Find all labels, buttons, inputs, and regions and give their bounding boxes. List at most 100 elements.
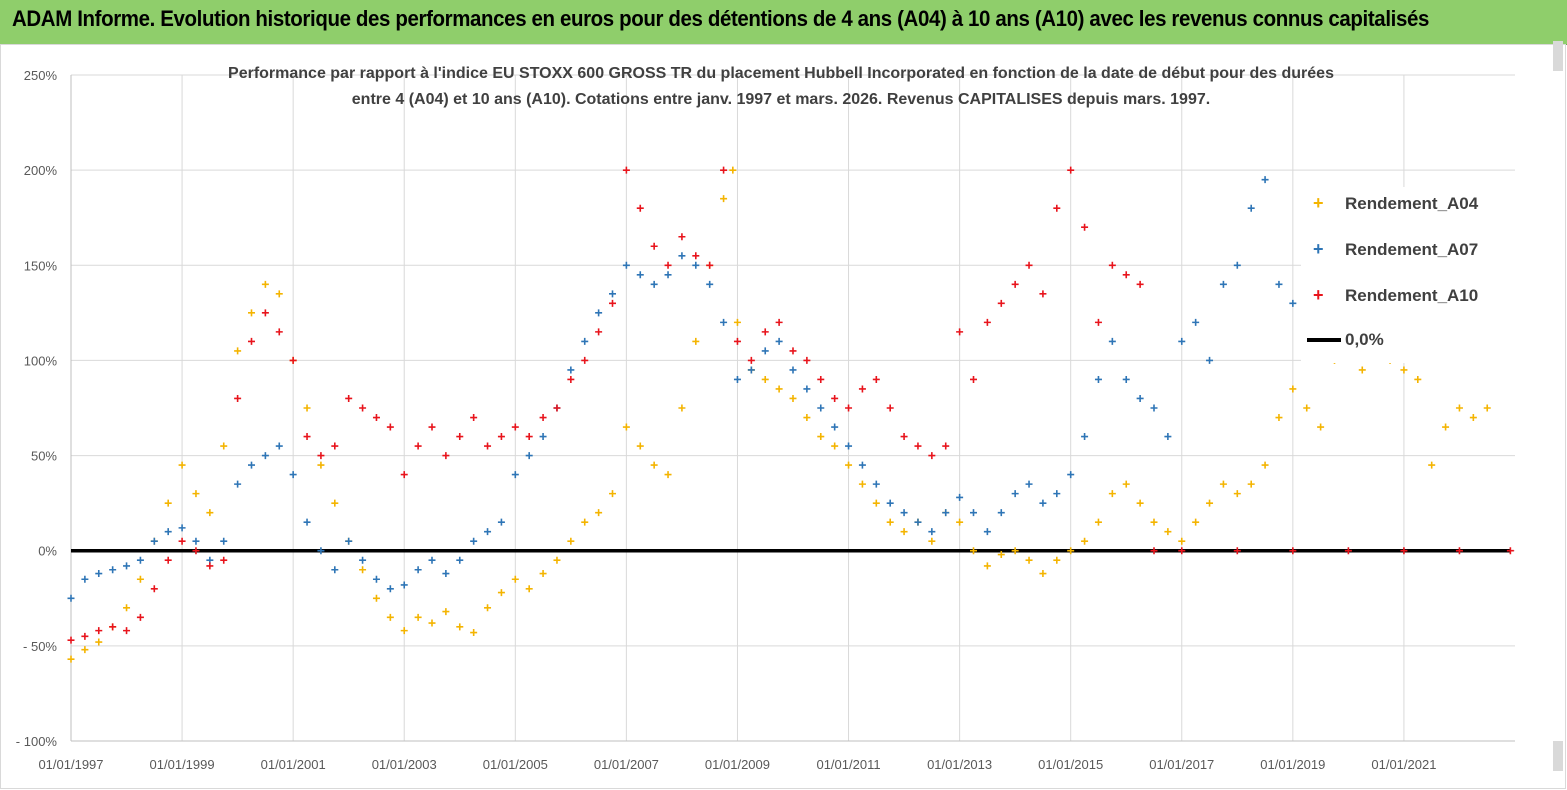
grid-lines — [70, 74, 1515, 742]
data-point-rendement-a10 — [372, 414, 380, 422]
data-point-rendement-a07 — [303, 518, 311, 526]
data-point-rendement-a10 — [192, 547, 200, 555]
x-tick-label: 01/01/2011 — [816, 757, 880, 772]
data-point-rendement-a04 — [1192, 518, 1200, 526]
data-point-rendement-a04 — [1289, 385, 1297, 393]
data-point-rendement-a10 — [664, 261, 672, 269]
legend-label-a10: Rendement_A10 — [1345, 286, 1479, 305]
data-point-rendement-a04 — [136, 575, 144, 583]
data-point-rendement-a07 — [970, 509, 977, 517]
data-point-rendement-a10 — [275, 328, 283, 336]
data-point-rendement-a07 — [1081, 433, 1089, 441]
data-point-rendement-a04 — [1025, 556, 1033, 564]
data-point-rendement-a07 — [248, 461, 255, 469]
chart-area: - 100% - 50% 0% 50% 100% 150% 200% 250% 01/01/19… — [0, 41, 1566, 789]
data-point-rendement-a07 — [983, 528, 991, 536]
data-point-rendement-a07 — [942, 509, 950, 517]
data-point-rendement-a10 — [733, 337, 741, 345]
data-point-rendement-a04 — [692, 337, 700, 345]
data-point-rendement-a04 — [484, 604, 492, 612]
data-point-rendement-a07 — [761, 347, 769, 355]
data-point-rendement-a04 — [1219, 480, 1227, 488]
data-point-rendement-a04 — [1011, 547, 1019, 555]
data-point-rendement-a07 — [817, 404, 825, 412]
legend-label-a07: Rendement_A07 — [1345, 240, 1479, 259]
legend-item-zero: 0,0% — [1301, 327, 1521, 353]
data-point-rendement-a10 — [747, 356, 755, 364]
data-point-rendement-a07 — [581, 337, 589, 345]
data-point-rendement-a10 — [1233, 547, 1241, 555]
data-point-rendement-a07 — [636, 271, 644, 279]
data-point-rendement-a07 — [123, 562, 131, 570]
data-point-rendement-a07 — [539, 433, 547, 441]
data-point-rendement-a07 — [914, 518, 922, 526]
data-point-rendement-a10 — [497, 433, 505, 441]
y-tick-label: 50% — [31, 449, 57, 464]
data-point-rendement-a07 — [386, 585, 394, 593]
data-point-rendement-a04 — [636, 442, 644, 450]
data-point-rendement-a07 — [359, 556, 367, 564]
data-point-rendement-a10 — [1400, 547, 1408, 555]
data-point-rendement-a04 — [928, 537, 936, 545]
data-point-rendement-a07 — [622, 261, 630, 269]
data-point-rendement-a07 — [331, 566, 339, 574]
data-point-rendement-a07 — [164, 528, 172, 536]
data-point-rendement-a04 — [428, 619, 436, 627]
data-point-rendement-a07 — [789, 366, 797, 374]
data-point-rendement-a10 — [525, 433, 533, 441]
data-point-rendement-a07 — [1219, 280, 1227, 288]
data-point-rendement-a10 — [1067, 166, 1075, 174]
chart-title-line-2: entre 4 (A04) et 10 ans (A10). Cotations… — [351, 91, 1211, 108]
data-point-rendement-a10 — [67, 636, 75, 644]
data-point-rendement-a04 — [1469, 414, 1477, 422]
x-tick-label: 01/01/2003 — [372, 757, 437, 772]
data-point-rendement-a07 — [1108, 337, 1116, 345]
data-point-rendement-a07 — [747, 366, 755, 374]
data-point-rendement-a07 — [1053, 490, 1061, 498]
data-point-rendement-a04 — [67, 655, 75, 663]
data-point-rendement-a10 — [567, 375, 575, 383]
data-point-rendement-a10 — [1344, 547, 1352, 555]
data-point-rendement-a07 — [858, 461, 866, 469]
data-point-rendement-a10 — [775, 318, 783, 326]
x-tick-label: 01/01/1997 — [38, 757, 103, 772]
data-point-rendement-a10 — [150, 585, 158, 593]
data-point-rendement-a07 — [664, 271, 672, 279]
data-point-rendement-a10 — [803, 356, 811, 364]
x-tick-label: 01/01/2021 — [1371, 757, 1436, 772]
x-tick-label: 01/01/2015 — [1038, 757, 1103, 772]
y-tick-label: - 100% — [16, 734, 58, 749]
data-point-rendement-a04 — [1275, 414, 1283, 422]
data-point-rendement-a10 — [317, 452, 325, 460]
data-point-rendement-a07 — [567, 366, 575, 374]
data-point-rendement-a10 — [983, 318, 991, 326]
data-point-rendement-a04 — [1067, 547, 1075, 555]
data-point-rendement-a04 — [331, 499, 339, 507]
data-point-rendement-a04 — [234, 347, 242, 355]
data-point-rendement-a04 — [664, 471, 672, 479]
data-point-rendement-a10 — [414, 442, 422, 450]
data-point-rendement-a04 — [581, 518, 589, 526]
data-point-rendement-a07 — [956, 493, 964, 501]
data-point-rendement-a04 — [817, 433, 825, 441]
data-point-rendement-a07 — [192, 537, 200, 545]
scatter-chart: - 100% - 50% 0% 50% 100% 150% 200% 250% 01/01/19… — [16, 68, 1515, 772]
data-point-rendement-a04 — [414, 613, 422, 621]
x-tick-label: 01/01/2001 — [261, 757, 326, 772]
data-point-rendement-a07 — [1067, 471, 1075, 479]
resize-handle-bottom[interactable] — [1553, 741, 1563, 771]
data-point-rendement-a07 — [900, 509, 908, 517]
data-point-rendement-a07 — [609, 290, 616, 298]
data-point-rendement-a07 — [1178, 337, 1186, 345]
data-point-rendement-a07 — [1192, 318, 1200, 326]
data-point-rendement-a04 — [1178, 537, 1186, 545]
data-point-rendement-a04 — [1136, 499, 1144, 507]
data-point-rendement-a10 — [331, 442, 339, 450]
resize-handle-top[interactable] — [1553, 41, 1563, 71]
data-point-rendement-a07 — [1206, 356, 1214, 364]
data-point-rendement-a10 — [206, 562, 214, 570]
data-point-rendement-a10 — [956, 328, 964, 336]
data-point-rendement-a07 — [136, 556, 144, 564]
x-tick-label: 01/01/2007 — [594, 757, 659, 772]
data-point-rendement-a07 — [484, 528, 492, 536]
